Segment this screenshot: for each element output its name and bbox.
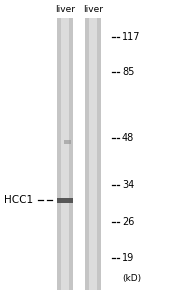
- Text: 117: 117: [122, 32, 141, 42]
- Text: 26: 26: [122, 217, 134, 227]
- Text: 85: 85: [122, 67, 134, 77]
- Text: (kD): (kD): [122, 274, 141, 283]
- Bar: [57, 197, 73, 202]
- Text: liver: liver: [83, 5, 103, 14]
- Text: liver: liver: [55, 5, 75, 14]
- Bar: [61, 18, 69, 290]
- Text: HCC1: HCC1: [4, 195, 33, 205]
- Bar: [85, 18, 101, 290]
- Bar: [64, 140, 71, 144]
- Text: 19: 19: [122, 253, 134, 263]
- Text: 34: 34: [122, 180, 134, 190]
- Bar: [57, 18, 73, 290]
- Text: 48: 48: [122, 133, 134, 143]
- Bar: [89, 18, 97, 290]
